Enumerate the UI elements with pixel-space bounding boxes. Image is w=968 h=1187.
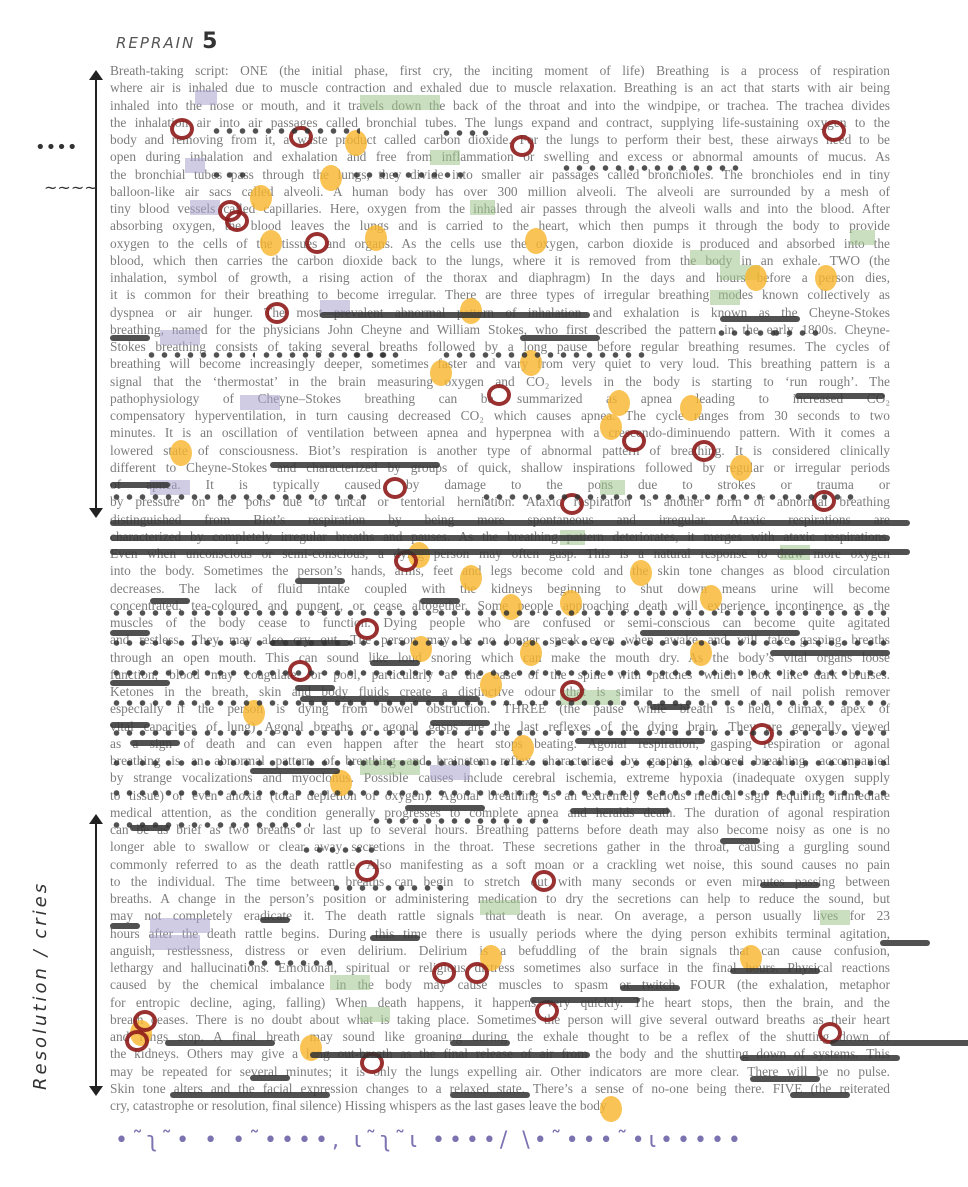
margin-vertical-note: Resolution / cries: [30, 880, 51, 1090]
text-line: dyspnea or air hunger. The most prevalen…: [110, 304, 890, 320]
text-line: and lungs stop. A final breath may sound…: [110, 1029, 890, 1044]
text-line: Breath-taking script: ONE (the initial p…: [110, 63, 890, 78]
text-line: tiny blood vessels called capillaries. H…: [110, 201, 890, 216]
text-line: it is common for their breathing to beco…: [110, 287, 890, 303]
text-line: cry, catastrophe or resolution, final si…: [110, 1098, 607, 1113]
text-line: compensatory hyperventilation, in turn c…: [110, 408, 890, 423]
text-line: decreases. The lack of fluid intake coup…: [110, 580, 890, 596]
text-line: for entropic decline, aging, falling) Wh…: [110, 994, 890, 1010]
text-line: Ketones in the breath, skin and body flu…: [110, 684, 890, 699]
annotated-text-block: Breath-taking script: ONE (the initial p…: [110, 62, 890, 1114]
text-line: by strange vocalizations and myoclonus. …: [110, 770, 890, 786]
header-number: 5: [202, 29, 220, 54]
text-line: by pressure on the pons due to uncal or …: [110, 494, 890, 510]
text-line: especially if the person is dying from b…: [110, 701, 890, 717]
text-line: can be as brief as two breaths or last u…: [110, 822, 890, 837]
text-line: vital capacities of lung) Agonal breaths…: [110, 718, 890, 734]
text-line: open during inhalation and exhalation an…: [110, 149, 890, 165]
text-line: body and removing from it, a waste produ…: [110, 132, 890, 147]
handwritten-header: REPRAIN 5: [116, 30, 219, 54]
text-line: characterized by completely irregular br…: [110, 528, 890, 544]
text-line: as a sign of death and can even happen a…: [110, 735, 890, 751]
text-line: blood, which then carries the carbon dio…: [110, 252, 890, 268]
text-line: the inhalation air into air passages cal…: [110, 114, 890, 130]
text-line: pathophysiology of Cheyne–Stokes breathi…: [110, 390, 890, 406]
double-arrow-vertical-icon: [89, 814, 103, 1096]
text-line: different to Cheyne-Stokes and character…: [110, 459, 890, 475]
text-line: through an open mouth. This can sound li…: [110, 649, 890, 665]
text-line: breathing will become increasingly deepe…: [110, 356, 890, 372]
text-line: Stokes breathing consists of taking seve…: [110, 339, 890, 354]
text-line: absorbing oxygen, the blood leaves the l…: [110, 218, 890, 234]
text-line: breathing, named for the physicians John…: [110, 321, 890, 337]
double-arrow-vertical-icon: [89, 70, 103, 518]
text-line: into the body. Sometimes the person’s ha…: [110, 563, 890, 579]
text-line: anguish, restlessness, distress or even …: [110, 942, 890, 958]
text-line: breathing is an abnormal pattern of brea…: [110, 753, 890, 768]
text-line: concentrated, tea-coloured and pungent, …: [110, 597, 890, 613]
text-line: minutes. It is an oscillation of ventila…: [110, 425, 890, 441]
text-line: inhalation, symbol of growth, a rising a…: [110, 270, 890, 285]
text-line: Skin tone alters and the facial expressi…: [110, 1080, 890, 1096]
text-line: the kidneys. Others may give a long out-…: [110, 1046, 890, 1062]
text-line: lowered state of consciousness. Biot’s r…: [110, 442, 890, 458]
text-line: caused by the chemical imbalance in the …: [110, 977, 890, 993]
footer-scribble: •˜ʅ˜• • •˜••••, ɩ˜ʅ˜ɩ ••••/ \•˜•••˜•ɩ•••…: [115, 1128, 745, 1153]
text-line: breath ceases. There is no doubt about w…: [110, 1011, 890, 1027]
header-label: REPRAIN: [116, 34, 196, 52]
text-line: longer able to swallow or clear away sec…: [110, 839, 890, 855]
text-line: to tissue) or even anoxia (total depleti…: [110, 787, 890, 803]
text-line: function, blood may coagulate, or pool, …: [110, 666, 890, 682]
text-line: where air is inhaled due to muscle contr…: [110, 80, 890, 96]
text-line: Even when unconscious or semi-conscious,…: [110, 546, 890, 561]
text-line: may be repeated for several minutes; it …: [110, 1063, 890, 1079]
text-line: balloon-like air sacs called alveoli. A …: [110, 183, 890, 199]
text-line: of apnea. It is typically caused by dama…: [110, 477, 890, 492]
text-line: distinguished from Biot’s respiration by…: [110, 511, 890, 527]
text-line: medical attention, as the condition gene…: [110, 804, 890, 820]
text-line: signal that the ‘thermostat’ in the brai…: [110, 373, 890, 389]
text-line: commonly referred to as the death rattle…: [110, 856, 890, 872]
text-line: inhaled into the nose or mouth, and it t…: [110, 97, 890, 113]
text-line: may not completely eradicate it. The dea…: [110, 908, 890, 924]
text-line: the bronchial tubes pass through the lun…: [110, 166, 890, 182]
text-line: hours after the death rattle begins. Dur…: [110, 925, 890, 941]
text-line: breaths. A change in the person’s positi…: [110, 891, 890, 906]
squiggle-mark-icon: ~~~~: [44, 178, 98, 197]
text-line: muscles of the body cease to function. D…: [110, 615, 890, 630]
margin-dots: ••••: [35, 137, 78, 158]
text-line: oxygen to the cells of the tissues and o…: [110, 235, 890, 251]
text-line: to the individual. The time between brea…: [110, 873, 890, 889]
text-line: lethargy and hallucinations. Emotional, …: [110, 960, 890, 975]
text-line: and restless. They may also cry out. The…: [110, 632, 890, 648]
